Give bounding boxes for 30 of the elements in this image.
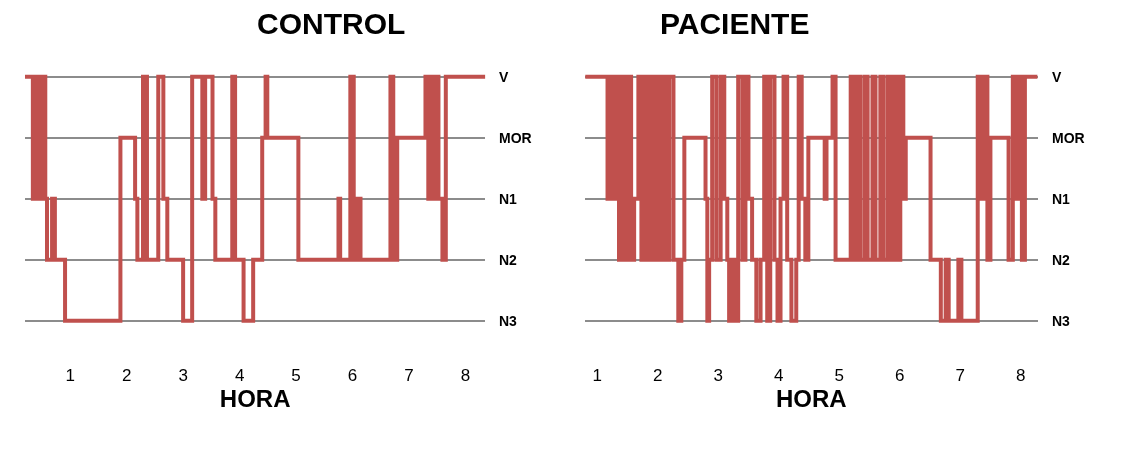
text: N1 (499, 191, 518, 207)
x-tick-label: 2 (653, 366, 663, 386)
x-tick-label: 8 (460, 366, 471, 386)
x-tick-label: 7 (404, 366, 414, 386)
chart-title: CONTROL (257, 7, 406, 40)
x-axis-title: HORA (776, 385, 847, 413)
x-tick-label: 5 (291, 366, 301, 386)
text: N2 (499, 252, 518, 268)
chart-title: PACIENTE (660, 7, 810, 40)
text: N3 (499, 313, 518, 329)
x-tick-label: 2 (121, 366, 132, 386)
x-tick-label: 6 (347, 366, 358, 386)
text: V (499, 69, 509, 85)
x-tick-label: 5 (834, 366, 844, 386)
x-tick-label: 3 (178, 366, 188, 386)
text: MOR (1052, 130, 1085, 146)
text: V (1052, 69, 1062, 85)
text: N1 (1052, 191, 1071, 207)
x-tick-label: 6 (894, 366, 905, 386)
text: N3 (1052, 313, 1071, 329)
x-tick-label: 1 (65, 366, 75, 386)
x-tick-label: 3 (713, 366, 723, 386)
x-tick-label: 1 (592, 366, 602, 386)
x-tick-label: 8 (1015, 366, 1026, 386)
text: N2 (1052, 252, 1071, 268)
x-tick-label: 4 (773, 366, 784, 386)
x-tick-label: 7 (955, 366, 965, 386)
x-axis-title: HORA (219, 385, 291, 413)
x-tick-label: 4 (234, 366, 245, 386)
text: MOR (499, 130, 532, 146)
